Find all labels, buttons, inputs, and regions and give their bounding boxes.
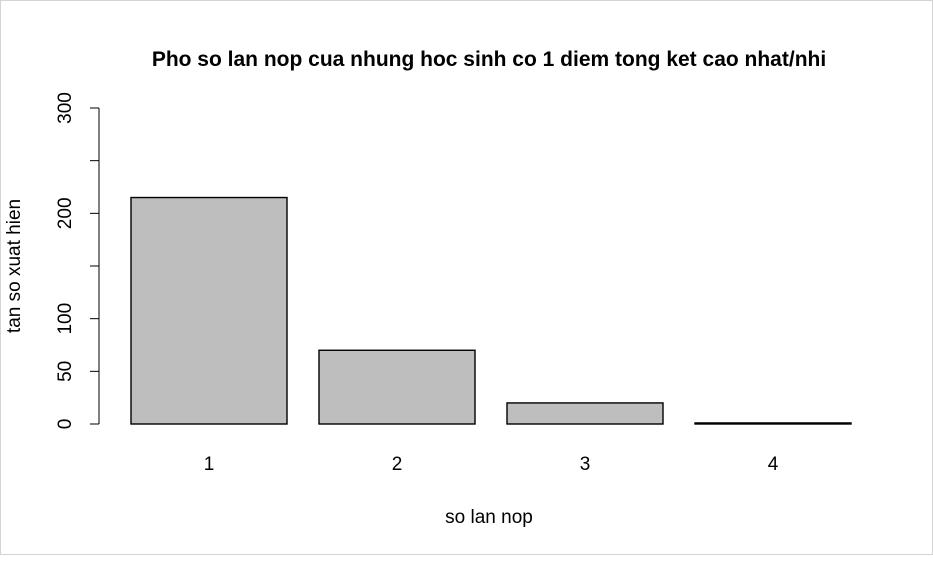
y-tick-label: 0	[55, 419, 76, 430]
y-axis-label: tan so xuat hien	[4, 199, 25, 333]
x-tick-label-2: 2	[392, 454, 403, 475]
x-tick-labels: 1 2 3 4	[204, 454, 779, 475]
y-tick-label: 50	[55, 361, 76, 382]
x-axis-label: so lan nop	[445, 507, 533, 528]
bar-4	[694, 422, 852, 425]
bar-1	[130, 196, 288, 425]
bars-group	[130, 196, 852, 425]
x-tick-label-4: 4	[768, 454, 779, 475]
y-tick-label: 100	[55, 303, 76, 335]
bar-2	[318, 349, 476, 425]
y-tick-label: 300	[55, 92, 76, 124]
x-tick-label-1: 1	[204, 454, 215, 475]
y-axis: 0 50 100 200 300	[55, 92, 100, 430]
y-tick-label: 200	[55, 197, 76, 229]
chart-title: Pho so lan nop cua nhung hoc sinh co 1 d…	[152, 48, 826, 71]
bar-3	[506, 402, 664, 425]
x-tick-label-3: 3	[580, 454, 591, 475]
